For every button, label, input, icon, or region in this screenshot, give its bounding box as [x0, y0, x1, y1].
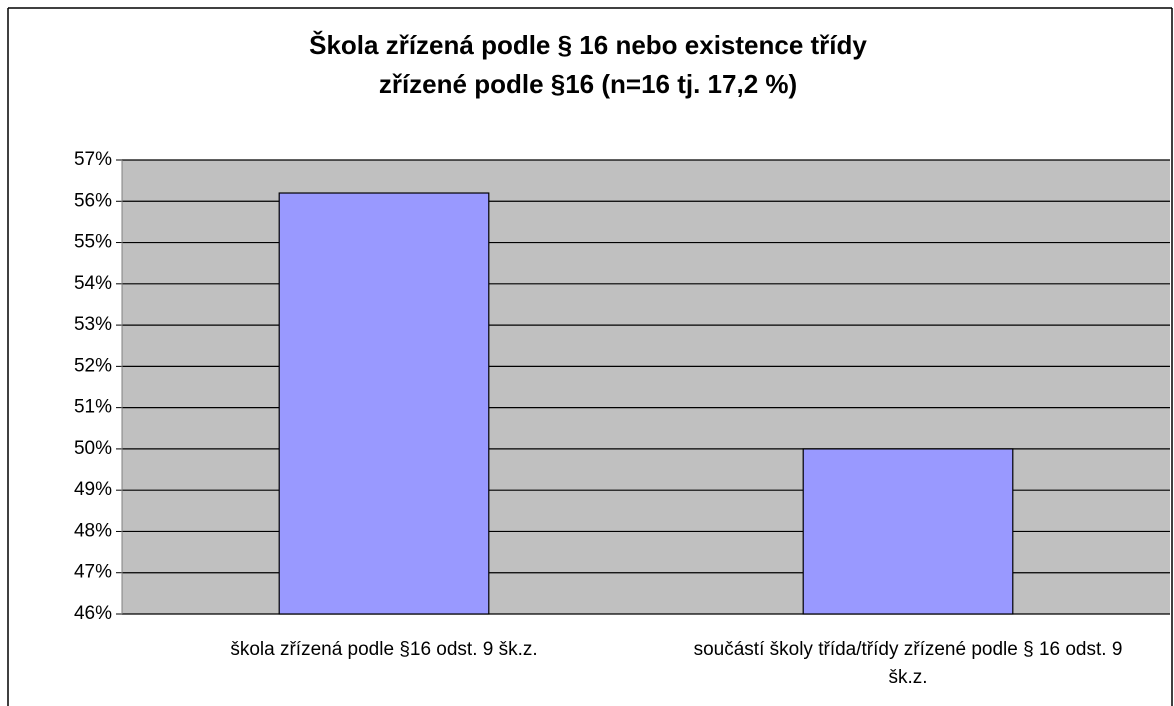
y-tick-label: 52%	[74, 355, 112, 376]
x-tick-label: součástí školy třída/třídy zřízené podle…	[693, 639, 1123, 688]
y-tick-label: 56%	[74, 190, 112, 211]
y-tick-label: 53%	[74, 314, 112, 335]
y-tick-label: 51%	[74, 397, 112, 418]
y-tick-label: 46%	[74, 603, 112, 624]
y-tick-label: 49%	[74, 479, 112, 500]
bar	[802, 448, 1014, 615]
y-tick-label: 50%	[74, 438, 112, 459]
y-tick-label: 57%	[74, 149, 112, 170]
y-tick-label: 47%	[74, 562, 112, 583]
y-tick-label: 55%	[74, 232, 112, 253]
x-tick-label: škola zřízená podle §16 odst. 9 šk.z.	[230, 639, 538, 660]
y-tick-label: 54%	[74, 273, 112, 294]
bar	[278, 192, 490, 615]
chart-title: Škola zřízená podle § 16 nebo existence …	[309, 30, 867, 60]
chart-title: zřízené podle §16 (n=16 tj. 17,2 %)	[379, 69, 797, 99]
y-tick-label: 48%	[74, 520, 112, 541]
